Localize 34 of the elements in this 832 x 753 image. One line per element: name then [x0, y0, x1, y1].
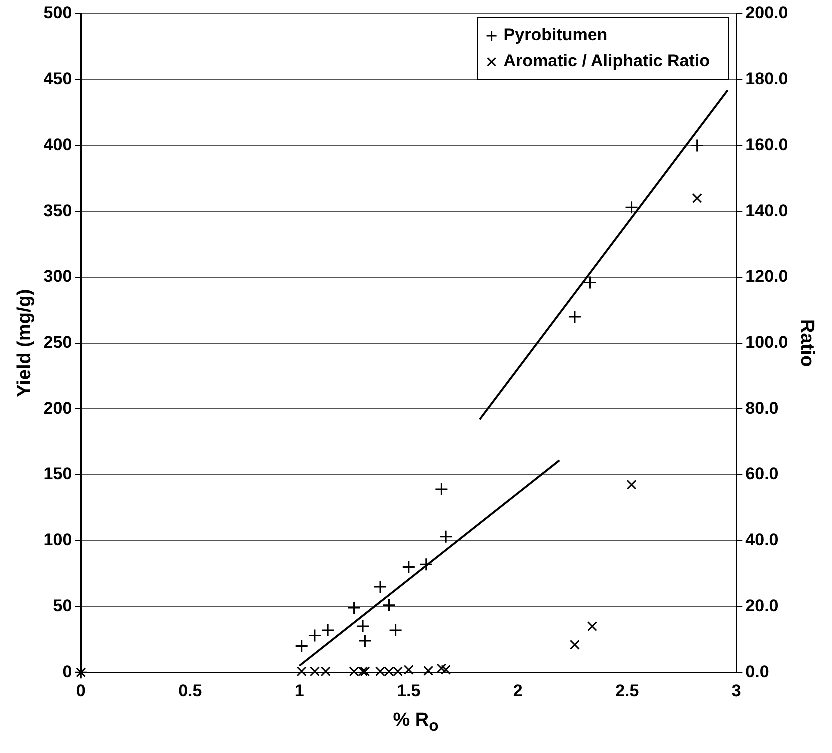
y2-tick-label: 160.0: [746, 135, 788, 154]
y-tick-label: 450: [44, 70, 72, 89]
legend-label: Pyrobitumen: [504, 26, 608, 45]
x-tick-label: 0.5: [178, 681, 202, 700]
x-tick-label: 2: [513, 681, 523, 700]
y-tick-label: 250: [44, 332, 72, 352]
x-tick-label: 1.5: [397, 681, 421, 700]
y-tick-label: 50: [53, 596, 72, 616]
legend-label: Aromatic / Aliphatic Ratio: [504, 52, 710, 71]
y-tick-label: 150: [44, 464, 72, 484]
y2-tick-label: 80.0: [746, 398, 779, 418]
x-tick-label: 0: [76, 681, 86, 700]
y2-tick-label: 0.0: [746, 662, 770, 682]
y2-axis-title: Ratio: [796, 320, 818, 368]
y-axis-title: Yield (mg/g): [14, 289, 36, 398]
y-tick-label: 0: [62, 662, 72, 682]
y-tick-label: 200: [44, 398, 72, 418]
y-tick-label: 400: [44, 135, 72, 154]
y-tick-label: 350: [44, 201, 72, 220]
x-tick-label: 2.5: [616, 681, 640, 700]
x-tick-label: 3: [732, 681, 742, 700]
y2-tick-label: 60.0: [746, 464, 779, 484]
y2-tick-label: 100.0: [746, 332, 788, 352]
y2-tick-label: 140.0: [746, 201, 788, 220]
y2-tick-label: 40.0: [746, 530, 779, 550]
y2-tick-label: 180.0: [746, 70, 788, 89]
y2-tick-label: 120.0: [746, 267, 788, 286]
x-tick-label: 1: [294, 681, 304, 700]
y-tick-label: 300: [44, 267, 72, 286]
y2-tick-label: 20.0: [746, 596, 779, 616]
x-axis-title: % R$_{o}$: [392, 710, 440, 736]
y-tick-label: 100: [44, 530, 72, 550]
y2-tick-label: 200.0: [746, 4, 788, 23]
y-tick-label: 500: [44, 4, 72, 23]
